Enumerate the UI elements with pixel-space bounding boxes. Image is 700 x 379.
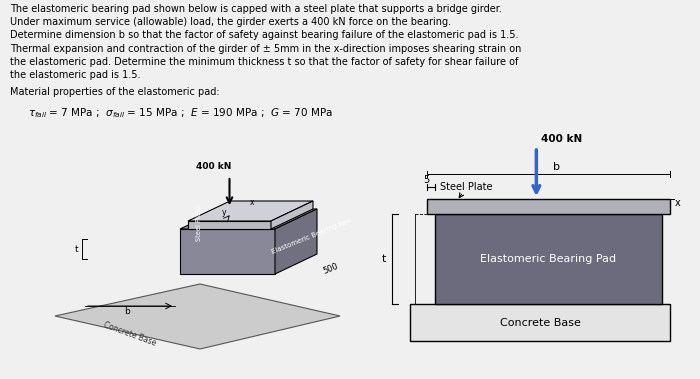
Text: t: t: [382, 254, 386, 264]
Text: The elastomeric bearing pad shown below is capped with a steel plate that suppor: The elastomeric bearing pad shown below …: [10, 4, 502, 14]
Polygon shape: [275, 209, 317, 274]
Text: Thermal expansion and contraction of the girder of ± 5mm in the x-direction impo: Thermal expansion and contraction of the…: [10, 44, 522, 53]
Text: $\tau_{fail}$ = 7 MPa ;  $\sigma_{fail}$ = 15 MPa ;  $E$ = 190 MPa ;  $G$ = 70 M: $\tau_{fail}$ = 7 MPa ; $\sigma_{fail}$ …: [28, 106, 332, 120]
Text: the elastomeric pad is 1.5.: the elastomeric pad is 1.5.: [10, 70, 141, 80]
Text: y: y: [223, 208, 227, 217]
Text: 5: 5: [423, 175, 429, 185]
Text: the elastomeric pad. Determine the minimum thickness t so that the factor of saf: the elastomeric pad. Determine the minim…: [10, 57, 519, 67]
Text: x: x: [675, 199, 680, 208]
Polygon shape: [55, 284, 340, 349]
Text: x: x: [251, 198, 255, 207]
Text: 400 kN: 400 kN: [196, 162, 231, 171]
Text: 500: 500: [322, 262, 340, 276]
Text: Determine dimension b so that the factor of safety against bearing failure of th: Determine dimension b so that the factor…: [10, 30, 519, 41]
Text: Steel Plate: Steel Plate: [440, 182, 493, 192]
Polygon shape: [180, 209, 317, 229]
Polygon shape: [271, 201, 313, 229]
Polygon shape: [180, 229, 275, 274]
Text: b: b: [553, 162, 560, 172]
Polygon shape: [188, 221, 271, 229]
Text: Under maximum service (allowable) load, the girder exerts a 400 kN force on the : Under maximum service (allowable) load, …: [10, 17, 451, 27]
Text: Elastomeric Bearing Pad: Elastomeric Bearing Pad: [270, 218, 351, 255]
Bar: [427, 199, 670, 214]
Text: 400 kN: 400 kN: [541, 134, 582, 144]
Text: Concrete Base: Concrete Base: [102, 320, 158, 348]
Text: t: t: [75, 244, 79, 254]
Text: Concrete Base: Concrete Base: [500, 318, 580, 327]
Text: Steel Plate: Steel Plate: [196, 205, 202, 241]
Bar: [435, 214, 662, 304]
Text: Material properties of the elastomeric pad:: Material properties of the elastomeric p…: [10, 87, 220, 97]
Text: b: b: [124, 307, 130, 316]
Polygon shape: [188, 201, 313, 221]
Text: Elastomeric Bearing Pad: Elastomeric Bearing Pad: [480, 254, 617, 264]
Bar: [410, 304, 670, 341]
